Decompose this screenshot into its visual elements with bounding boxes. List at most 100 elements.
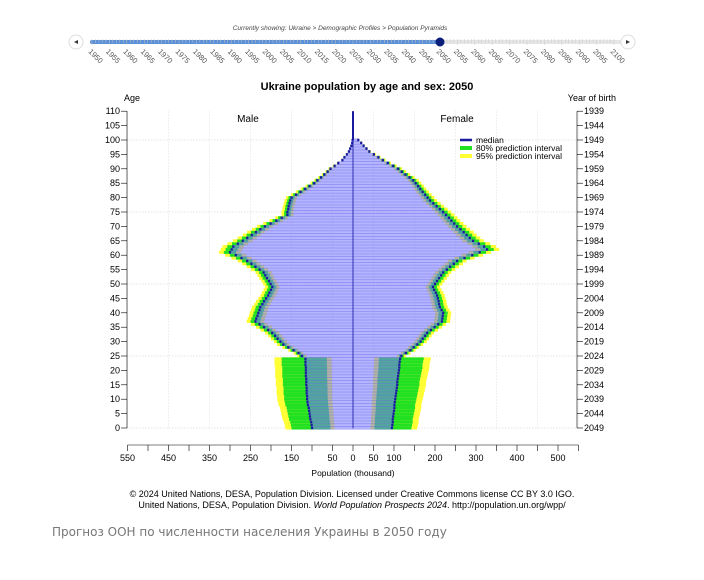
birth-year-tick-label: 1989 [584,250,604,260]
age-tick-label: 60 [110,250,120,260]
male-bar [276,219,354,223]
male-bar [305,363,354,367]
slider-year-label[interactable]: 2060 [469,47,487,65]
male-bar [301,354,354,358]
female-bar [352,320,443,323]
age-tick-label: 50 [110,279,120,289]
female-bar [352,294,438,297]
female-bar [352,400,395,404]
slider-year-label[interactable]: 2100 [609,47,627,65]
slider-year-label[interactable]: 1975 [174,47,192,65]
slider-year-label[interactable]: 2090 [574,47,592,65]
slider-year-label[interactable]: 1950 [87,47,105,65]
female-bar [352,409,395,413]
female-bar [352,423,393,427]
slider-year-label[interactable]: 1965 [139,47,157,65]
male-bar [289,201,354,205]
slider-year-label[interactable]: 2045 [417,47,435,65]
slider-year-label[interactable]: 2025 [348,47,366,65]
male-bar [306,394,354,398]
male-pi80-band [282,371,328,375]
credits-url[interactable]: . http://population.un.org/wpp/ [447,500,566,510]
male-bar [338,161,354,165]
male-bar [283,343,354,346]
slider-year-label[interactable]: 2050 [435,47,453,65]
male-pi80-band [281,363,327,367]
x-tick-label: 300 [468,453,483,463]
male-bar [255,320,354,323]
female-bar [352,239,474,243]
female-pi80-band [378,368,422,372]
female-bar [352,161,388,165]
male-bar [265,297,354,300]
slider-year-label[interactable]: 1970 [156,47,174,65]
female-bar [352,299,439,303]
slider-year-label[interactable]: 2035 [382,47,400,65]
male-bar [304,187,354,191]
female-bar [352,417,393,421]
male-bar [267,294,354,297]
image-caption: Прогноз ООН по численности населения Укр… [52,525,447,539]
age-tick-label: 75 [110,207,120,217]
female-bar [352,285,434,289]
birth-year-tick-label: 2014 [584,322,604,332]
male-bar [259,268,354,271]
male-bar [265,273,354,277]
female-bar [352,389,397,392]
legend-95: 95% prediction interval [476,151,562,161]
x-tick-label: 500 [550,453,565,463]
birth-year-tick-label: 1979 [584,221,604,231]
slider-year-label[interactable]: 1995 [243,47,261,65]
slider-year-label[interactable]: 2040 [400,47,418,65]
slider-year-label[interactable]: 2030 [365,47,383,65]
slider-year-label[interactable]: 2070 [504,47,522,65]
slider-year-label[interactable]: 2075 [522,47,540,65]
female-bar [352,199,431,202]
age-axis-title: Age [124,93,140,103]
slider-year-label[interactable]: 2095 [591,47,609,65]
slider-year-label[interactable]: 2010 [295,47,313,65]
male-bar [272,285,354,289]
slider-year-label[interactable]: 2015 [313,47,331,65]
slider-thumb[interactable] [435,37,445,47]
male-bar [260,227,354,231]
slider-year-label[interactable]: 2080 [539,47,557,65]
age-tick-label: 105 [105,121,120,131]
male-bar [311,420,354,424]
male-bar [264,225,354,228]
slider-year-label[interactable]: 1985 [208,47,226,65]
slider-year-label[interactable]: 2005 [278,47,296,65]
male-bar [291,196,354,199]
next-year-button[interactable] [620,34,636,50]
slider-year-label[interactable]: 2055 [452,47,470,65]
slider-year-label[interactable]: 2020 [330,47,348,65]
slider-year-label[interactable]: 2085 [556,47,574,65]
male-bar [251,262,354,266]
male-bar [310,417,354,421]
birth-year-tick-label: 1954 [584,149,604,159]
legend-median: median [476,135,504,145]
male-bar [305,371,354,375]
female-bar [352,250,480,254]
male-bar [272,331,354,335]
age-tick-label: 25 [110,351,120,361]
slider-year-label[interactable]: 1960 [121,47,139,65]
breadcrumb: Currently showing: Ukraine > Demographic… [233,25,448,32]
female-bar [352,374,399,378]
slider-year-label[interactable]: 2000 [261,47,279,65]
male-pi80-band [281,357,327,361]
prev-year-button[interactable] [68,34,84,50]
male-bar [324,173,354,176]
female-bar [352,363,400,367]
slider-year-label[interactable]: 1955 [104,47,122,65]
slider-year-label[interactable]: 1990 [226,47,244,65]
male-bar [307,400,354,404]
age-tick-label: 20 [110,365,120,375]
male-bar [255,265,354,269]
year-slider[interactable]: Currently showing: Ukraine > Demographic… [68,25,636,65]
chart-title: Ukraine population by age and sex: 2050 [261,81,474,93]
female-bar [352,262,455,266]
male-bar [306,383,354,387]
slider-year-label[interactable]: 1980 [191,47,209,65]
slider-year-label[interactable]: 2065 [487,47,505,65]
